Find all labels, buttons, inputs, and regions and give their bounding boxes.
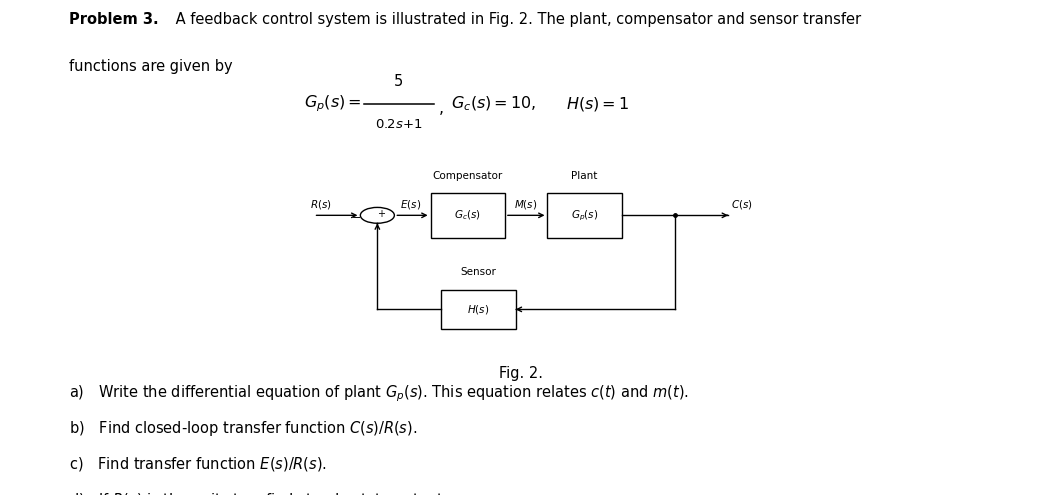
Text: 5: 5 — [394, 74, 403, 89]
Text: $G_p(s) =$: $G_p(s) =$ — [304, 94, 361, 114]
Text: Problem 3.: Problem 3. — [69, 12, 158, 27]
Text: $G_c(s)$: $G_c(s)$ — [454, 208, 482, 222]
Text: $0.2s{+}1$: $0.2s{+}1$ — [375, 118, 422, 131]
Text: $C(s)$: $C(s)$ — [731, 198, 754, 211]
Text: $R(s)$: $R(s)$ — [310, 198, 332, 211]
FancyBboxPatch shape — [431, 193, 505, 238]
Text: $G_c(s) = 10,$: $G_c(s) = 10,$ — [451, 95, 536, 113]
Text: $G_p(s)$: $G_p(s)$ — [571, 208, 598, 223]
Text: functions are given by: functions are given by — [69, 59, 233, 74]
Text: a) Write the differential equation of plant $G_p(s)$. This equation relates $c(t: a) Write the differential equation of pl… — [69, 384, 689, 404]
Text: Sensor: Sensor — [460, 267, 496, 277]
Text: $H(s) = 1$: $H(s) = 1$ — [566, 95, 628, 113]
Text: $M(s)$: $M(s)$ — [514, 198, 538, 211]
FancyBboxPatch shape — [441, 290, 516, 329]
Text: −: − — [352, 213, 361, 223]
Text: ,: , — [439, 101, 444, 116]
Text: Plant: Plant — [572, 171, 597, 181]
Text: Compensator: Compensator — [433, 171, 503, 181]
Text: d) If $R(s)$ is the unit step, find steady-state output $c_{ss}$.: d) If $R(s)$ is the unit step, find stea… — [69, 491, 471, 495]
Text: b) Find closed-loop transfer function $C(s)/R(s)$.: b) Find closed-loop transfer function $C… — [69, 419, 418, 438]
Text: $E(s)$: $E(s)$ — [400, 198, 421, 211]
Text: $H(s)$: $H(s)$ — [467, 303, 490, 316]
Text: Fig. 2.: Fig. 2. — [499, 366, 543, 381]
Text: +: + — [376, 209, 385, 219]
Text: A feedback control system is illustrated in Fig. 2. The plant, compensator and s: A feedback control system is illustrated… — [171, 12, 861, 27]
Text: c) Find transfer function $E(s)/R(s)$.: c) Find transfer function $E(s)/R(s)$. — [69, 455, 327, 473]
FancyBboxPatch shape — [547, 193, 622, 238]
